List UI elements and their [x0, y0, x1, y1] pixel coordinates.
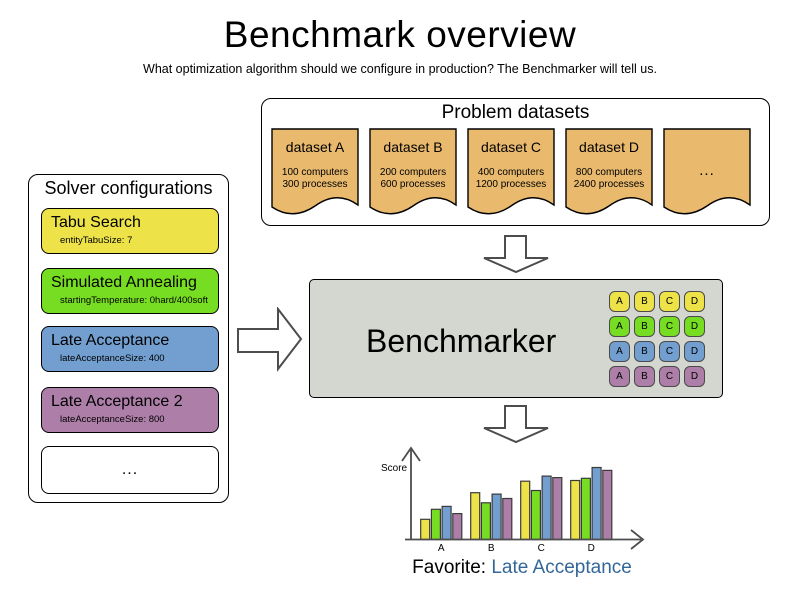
dataset-stat: 100 computers — [281, 167, 349, 178]
document-shape-icon — [271, 128, 359, 215]
dataset-name: dataset C — [481, 139, 541, 155]
arrow-down-icon — [483, 405, 549, 444]
document-shape-icon — [565, 128, 653, 215]
x-tick-label: A — [438, 543, 445, 554]
dataset-stat: 300 processes — [282, 179, 348, 190]
solver-param: lateAcceptanceSize: 400 — [60, 353, 165, 364]
bar-simulated-annealing-B — [480, 502, 492, 541]
bar-late-acceptance-D — [591, 466, 602, 541]
document-shape-icon — [467, 128, 555, 215]
benchmark-chip: B — [634, 366, 655, 387]
benchmark-chip: C — [659, 341, 680, 362]
bar-simulated-annealing-A — [430, 508, 442, 541]
benchmark-chip: A — [609, 341, 630, 362]
solver-name: Tabu Search — [51, 214, 141, 231]
x-tick-label: D — [588, 543, 595, 554]
dataset-card: dataset B 200 computers 600 processes — [369, 128, 457, 218]
solver-param: entityTabuSize: 7 — [60, 235, 133, 246]
favorite-value: Late Acceptance — [491, 557, 632, 578]
category-labels-group: A B C D — [438, 543, 595, 554]
solver-card-late-acceptance-2: Late Acceptance 2 lateAcceptanceSize: 80… — [41, 387, 219, 433]
y-axis-arrowhead-icon — [401, 446, 421, 462]
bar-late-acceptance-C — [541, 475, 552, 541]
benchmark-chip: D — [684, 366, 705, 387]
x-tick-label: C — [538, 543, 545, 554]
dataset-name: ... — [699, 162, 715, 179]
benchmark-chip: D — [684, 341, 705, 362]
page-subtitle: What optimization algorithm should we co… — [143, 62, 657, 76]
bar-tabu-search-B — [470, 492, 481, 541]
dataset-stat: 200 computers — [379, 167, 447, 178]
x-tick-label: B — [488, 543, 495, 554]
bar-tabu-search-A — [420, 518, 431, 541]
benchmark-chip: D — [684, 291, 705, 312]
bar-simulated-annealing-C — [530, 489, 541, 541]
solver-configurations-panel: Solver configurations Tabu Search entity… — [28, 174, 229, 503]
dataset-stat: 2400 processes — [573, 179, 645, 190]
bar-late-acceptance-2-D — [602, 469, 613, 541]
favorite-label: Favorite: — [412, 557, 492, 578]
solver-card-late-acceptance: Late Acceptance lateAcceptanceSize: 400 — [41, 326, 219, 372]
bar-tabu-search-D — [570, 479, 581, 541]
bar-simulated-annealing-D — [580, 477, 591, 541]
bar-series-group — [420, 466, 613, 541]
benchmark-chip: A — [609, 366, 630, 387]
solver-name: Late Acceptance 2 — [51, 393, 183, 410]
dataset-card: dataset A 100 computers 300 processes — [271, 128, 359, 218]
page-title: Benchmark overview — [223, 14, 577, 55]
solver-name: ... — [121, 461, 139, 478]
solver-param: startingTemperature: 0hard/400soft — [60, 295, 208, 306]
arrow-right-icon — [237, 307, 303, 372]
document-shape-icon — [663, 128, 751, 215]
dataset-card: dataset D 800 computers 2400 processes — [565, 128, 653, 218]
bar-tabu-search-C — [520, 480, 531, 541]
dataset-stat: 800 computers — [575, 167, 643, 178]
benchmark-chip: A — [609, 291, 630, 312]
document-shape-icon — [369, 128, 457, 215]
solver-name: Late Acceptance — [51, 332, 170, 349]
bar-late-acceptance-A — [441, 505, 452, 541]
benchmark-chip: C — [659, 291, 680, 312]
dataset-card-ellipsis: ... — [663, 128, 751, 218]
solver-card-ellipsis: ... — [41, 446, 219, 494]
dataset-name: dataset D — [579, 139, 639, 155]
solver-param: lateAcceptanceSize: 800 — [60, 414, 165, 425]
dataset-name: dataset B — [383, 139, 443, 155]
benchmark-chip: C — [659, 366, 680, 387]
dataset-card: dataset C 400 computers 1200 processes — [467, 128, 555, 218]
benchmark-chip: B — [634, 316, 655, 337]
benchmark-chip: B — [634, 341, 655, 362]
dataset-stat: 400 computers — [477, 167, 545, 178]
bar-late-acceptance-2-A — [452, 512, 463, 541]
x-axis-arrowhead-icon — [630, 529, 645, 550]
bar-late-acceptance-B — [491, 493, 502, 541]
benchmark-chip: D — [684, 316, 705, 337]
benchmark-chip: C — [659, 316, 680, 337]
y-axis-label: Score — [381, 463, 408, 474]
benchmark-chip: A — [609, 316, 630, 337]
problem-datasets-panel: Problem datasets dataset A 100 computers… — [261, 98, 770, 226]
solver-card-simulated-annealing: Simulated Annealing startingTemperature:… — [41, 268, 219, 314]
benchmarker-label: Benchmarker — [366, 323, 557, 359]
dataset-stat: 600 processes — [380, 179, 446, 190]
dataset-stat: 1200 processes — [475, 179, 547, 190]
dataset-card-row: dataset A 100 computers 300 processes da… — [271, 128, 751, 218]
score-bar-chart: Score A B C D — [381, 446, 645, 554]
bar-late-acceptance-2-B — [502, 497, 513, 541]
solver-configurations-title: Solver configurations — [44, 178, 213, 198]
problem-datasets-title: Problem datasets — [441, 102, 590, 123]
arrow-down-icon — [483, 235, 549, 274]
favorite-line: Favorite: Late Acceptance — [377, 557, 667, 579]
solver-card-tabu-search: Tabu Search entityTabuSize: 7 — [41, 208, 219, 254]
benchmark-chip: B — [634, 291, 655, 312]
bar-late-acceptance-2-C — [552, 476, 563, 541]
solver-name: Simulated Annealing — [51, 274, 197, 291]
dataset-name: dataset A — [285, 139, 345, 155]
